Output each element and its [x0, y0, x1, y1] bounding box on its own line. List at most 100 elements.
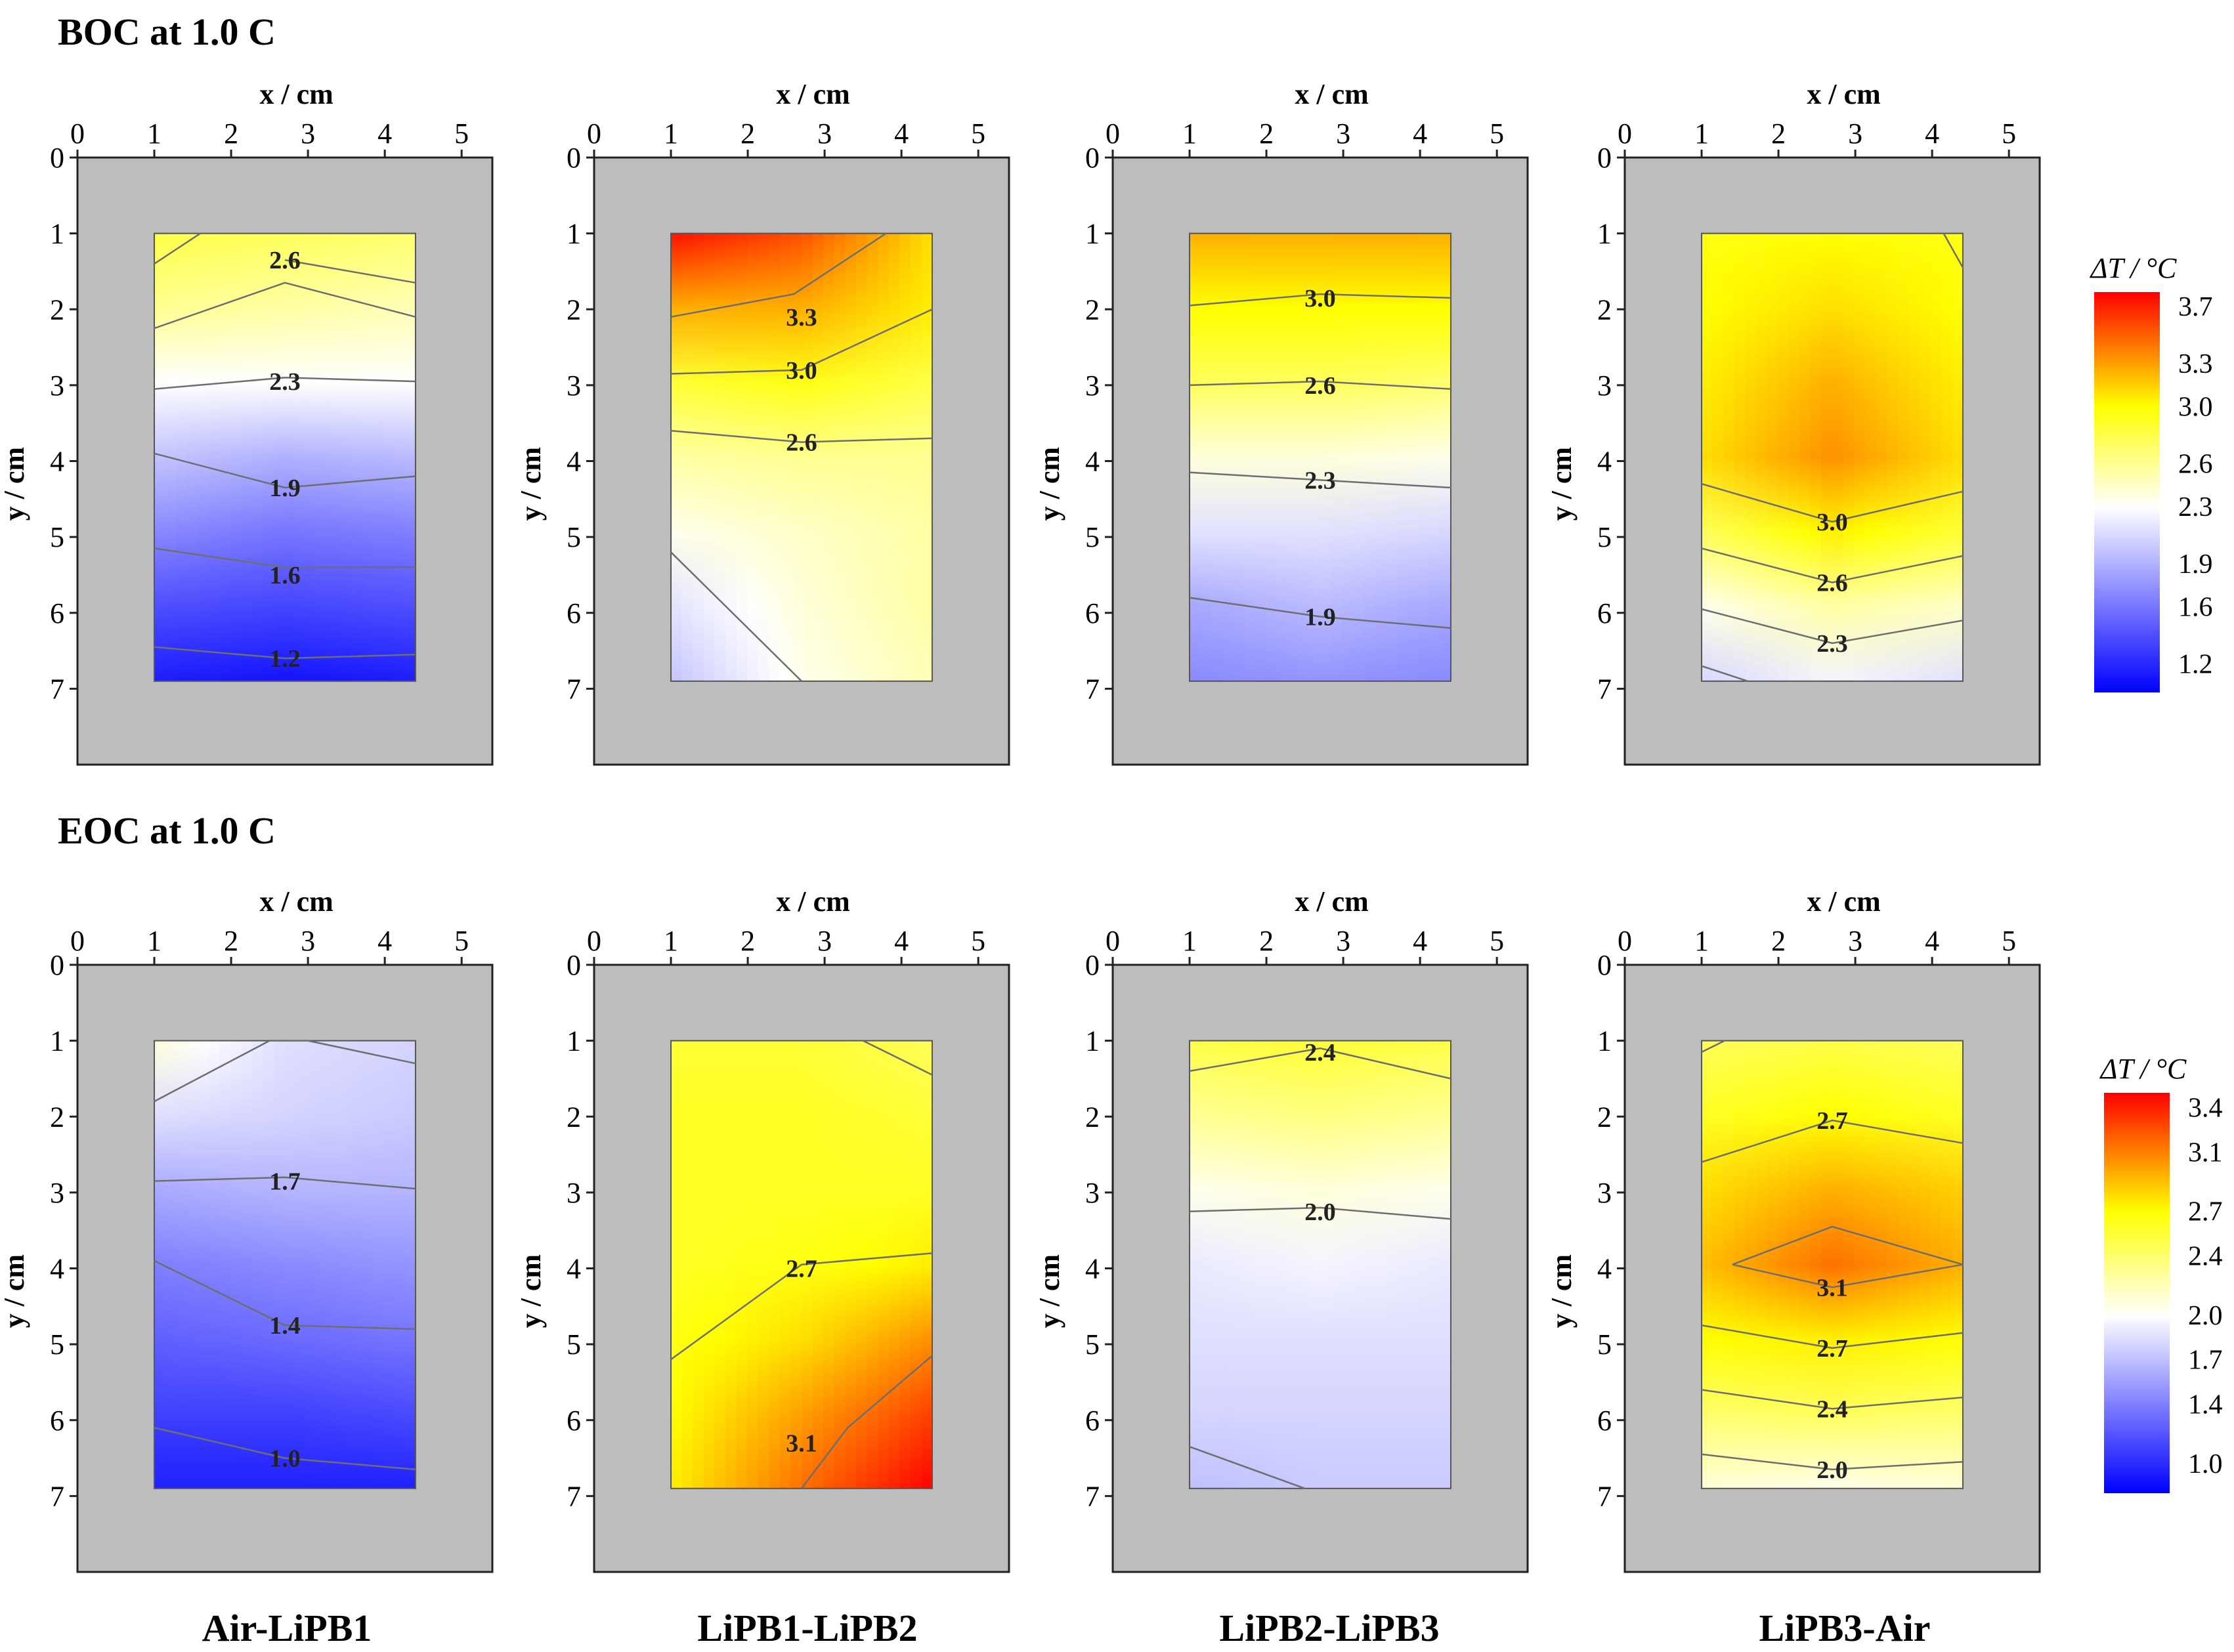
contour-line — [1189, 380, 1451, 390]
cell-gradient-slice — [328, 1040, 340, 1489]
y-tick-label: 4 — [567, 1253, 581, 1285]
heatmap-panel-1: 3.3 3.0 2.6 0 1 2 3 4 5 x / cm 0 1 2 3 4 5 6 7 y / cm — [515, 78, 1010, 766]
colorbar-tick-label: 3.4 — [2188, 1093, 2223, 1124]
cell-gradient-slice — [1712, 1040, 1724, 1489]
cell-gradient-slice — [317, 233, 330, 681]
contour-line — [1189, 1446, 1306, 1489]
cell-gradient-slice — [1200, 1040, 1212, 1489]
contour-line — [1701, 1040, 1725, 1053]
panel-caption-lipb1-lipb2: LiPB1-LiPB2 — [697, 1607, 917, 1649]
cell-gradient-slice — [703, 233, 716, 681]
cell-gradient-slice — [867, 233, 878, 681]
x-tick-label: 2 — [1771, 925, 1786, 957]
cell-gradient-slice — [1287, 233, 1299, 681]
y-tick-label: 7 — [50, 1480, 64, 1512]
panel-caption-air-lipb1: Air-LiPB1 — [202, 1607, 372, 1649]
cell-gradient-slice — [921, 233, 933, 681]
cell-outline — [1189, 1040, 1451, 1489]
heatmap-panel-2: 3.0 2.6 2.3 1.9 0 1 2 3 4 5 x / cm 0 1 2 3 4 5 6 7 y / cm — [1033, 78, 1529, 766]
cell-gradient-slice — [703, 1040, 716, 1489]
cell-gradient-slice — [1298, 233, 1310, 681]
y-tick-label: 3 — [1085, 370, 1100, 402]
cell-gradient-slice — [1266, 233, 1278, 681]
x-axis-label: x / cm — [1295, 885, 1368, 918]
contour-label: 2.0 — [1816, 1456, 1848, 1484]
cell-gradient-slice — [1810, 1040, 1822, 1489]
colorbar-1: 3.4 3.1 2.7 2.4 2.0 1.7 1.4 1.0 ΔT / °C — [2099, 1053, 2223, 1493]
y-tick-label: 0 — [1085, 949, 1100, 981]
cell-gradient-slice — [361, 1040, 373, 1489]
colorbar-tick-label: 1.2 — [2178, 649, 2213, 679]
colorbar-tick-label: 1.4 — [2188, 1389, 2223, 1420]
x-tick-label: 2 — [741, 117, 755, 150]
cell-gradient-slice — [1364, 233, 1375, 681]
cell-gradient-slice — [681, 233, 693, 681]
cell-gradient-slice — [888, 1040, 901, 1489]
colorbar-title: ΔT / °C — [2090, 252, 2177, 284]
y-tick-label: 3 — [567, 1177, 581, 1209]
contour-line — [1189, 1206, 1451, 1220]
y-axis-label: y / cm — [1545, 447, 1578, 520]
cell-gradient-slice — [1810, 233, 1822, 681]
cell-gradient-slice — [1190, 1040, 1201, 1489]
y-tick-label: 1 — [50, 1025, 64, 1057]
x-tick-label: 5 — [454, 925, 469, 957]
x-tick-label: 2 — [1259, 117, 1274, 150]
contour-line — [154, 1260, 416, 1330]
x-axis-label: x / cm — [776, 78, 849, 110]
contour-label: 3.0 — [786, 357, 817, 385]
x-tick-label: 0 — [70, 925, 85, 957]
x-axis-label: x / cm — [1807, 78, 1880, 110]
x-tick-label: 3 — [301, 117, 315, 150]
cell-gradient-slice — [393, 1040, 406, 1489]
heatmap-panel-6: 2.4 2.0 0 1 2 3 4 5 x / cm 0 1 2 3 4 5 6 7 y / cm — [1033, 885, 1529, 1573]
colorbar-tick-label: 2.0 — [2188, 1301, 2223, 1331]
y-tick-label: 7 — [1597, 673, 1612, 705]
x-tick-label: 3 — [1848, 117, 1862, 150]
row-title-boc: BOC at 1.0 C — [58, 11, 276, 53]
cell-gradient-slice — [230, 1040, 242, 1489]
row-title-eoc: EOC at 1.0 C — [58, 809, 276, 852]
cell-gradient-slice — [790, 233, 802, 681]
contour-line — [670, 232, 887, 318]
y-tick-label: 3 — [50, 370, 64, 402]
cell-gradient-slice — [1702, 1040, 1713, 1489]
colorbar-tick-label: 1.6 — [2178, 592, 2213, 622]
x-tick-label: 5 — [971, 925, 985, 957]
contour-line — [154, 1040, 416, 1103]
cell-gradient-slice — [671, 233, 683, 681]
cell-gradient-slice — [693, 233, 704, 681]
contour-label: 2.6 — [269, 247, 301, 274]
cell-gradient-slice — [671, 1040, 683, 1489]
y-tick-label: 0 — [50, 142, 64, 174]
cell-gradient-slice — [1276, 233, 1289, 681]
cell-gradient-slice — [1908, 233, 1920, 681]
contour-label: 2.3 — [1816, 630, 1848, 658]
contour-label: 2.3 — [1304, 467, 1336, 494]
cell-gradient-slice — [274, 1040, 286, 1489]
y-tick-label: 5 — [50, 1328, 64, 1361]
cell-gradient-slice — [1287, 1040, 1299, 1489]
cell-gradient-slice — [1941, 233, 1953, 681]
contour-line — [670, 1252, 933, 1361]
cell-gradient-slice — [736, 233, 748, 681]
x-tick-label: 0 — [587, 925, 601, 957]
contour-line — [1701, 482, 1964, 523]
cell-gradient-slice — [910, 233, 922, 681]
cell-gradient-slice — [1331, 1040, 1343, 1489]
cell-gradient-slice — [165, 1040, 177, 1489]
cell-gradient-slice — [404, 1040, 416, 1489]
x-axis-label: x / cm — [1807, 885, 1880, 918]
y-tick-label: 5 — [1597, 1328, 1612, 1361]
contour-line — [1189, 293, 1451, 307]
y-axis-label: y / cm — [0, 1254, 30, 1328]
cell-gradient-slice — [899, 1040, 911, 1489]
panel-caption-lipb2-lipb3: LiPB2-LiPB3 — [1219, 1607, 1439, 1649]
contour-line — [1189, 597, 1451, 629]
cell-gradient-slice — [1374, 1040, 1386, 1489]
cell-gradient-slice — [317, 1040, 330, 1489]
colorbar-gradient — [2094, 292, 2160, 692]
contour-line — [1701, 608, 1964, 645]
x-tick-label: 5 — [1490, 117, 1504, 150]
y-tick-label: 3 — [1085, 1177, 1100, 1209]
